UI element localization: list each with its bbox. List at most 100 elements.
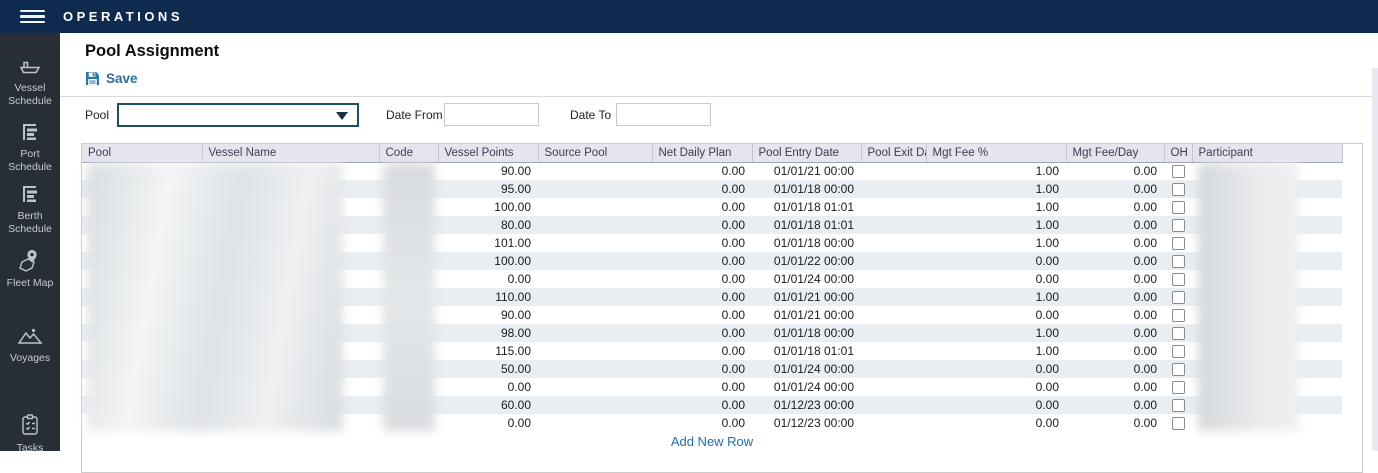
sidebar-item-voyages[interactable]: Voyages <box>0 325 60 365</box>
cell-source-pool[interactable] <box>538 198 652 216</box>
cell-mgt-fee-day[interactable]: 0.00 <box>1133 344 1157 358</box>
cell-mgt-fee-pct[interactable]: 0.00 <box>1035 416 1059 430</box>
cell-pool-entry-date[interactable]: 01/01/21 00:00 <box>773 164 854 179</box>
cell-mgt-fee-pct[interactable]: 1.00 <box>1035 200 1059 214</box>
cell-net-daily-plan[interactable]: 0.00 <box>721 416 745 430</box>
cell-mgt-fee-pct[interactable]: 0.00 <box>1035 308 1059 322</box>
cell-pool-entry-date[interactable]: 01/01/18 01:01 <box>773 200 854 214</box>
cell-vessel-points[interactable]: 0.00 <box>507 380 531 394</box>
cell-pool-exit-date[interactable] <box>861 342 926 360</box>
cell-pool-exit-date[interactable] <box>861 270 926 288</box>
cell-mgt-fee-pct[interactable]: 0.00 <box>1035 254 1059 268</box>
cell-pool-exit-date[interactable] <box>861 324 926 342</box>
cell-oh[interactable] <box>1164 234 1192 252</box>
cell-oh[interactable] <box>1164 414 1192 432</box>
cell-net-daily-plan[interactable]: 0.00 <box>721 362 745 376</box>
table-row[interactable]: 0.00 0.00 01/01/24 00:00 0.00 0.00 <box>82 378 1342 396</box>
cell-pool-entry-date[interactable]: 01/12/23 00:00 <box>773 416 854 430</box>
sidebar-item-tasks[interactable]: Tasks <box>0 413 60 455</box>
cell-mgt-fee-day[interactable]: 0.00 <box>1133 308 1157 322</box>
cell-pool-exit-date[interactable] <box>861 234 926 252</box>
cell-pool-entry-date[interactable]: 01/01/24 00:00 <box>773 272 854 286</box>
cell-vessel-points[interactable]: 0.00 <box>507 416 531 430</box>
cell-vessel-points[interactable]: 60.00 <box>500 398 531 412</box>
cell-mgt-fee-pct[interactable]: 1.00 <box>1035 218 1059 232</box>
cell-mgt-fee-day[interactable]: 0.00 <box>1133 398 1157 412</box>
cell-pool-exit-date[interactable] <box>861 216 926 234</box>
sidebar-item-fleet-map[interactable]: Fleet Map <box>0 248 60 290</box>
cell-mgt-fee-day[interactable]: 0.00 <box>1133 380 1157 394</box>
cell-pool-entry-date[interactable]: 01/01/24 00:00 <box>773 362 854 376</box>
cell-vessel-points[interactable]: 100.00 <box>494 200 531 214</box>
cell-mgt-fee-day[interactable]: 0.00 <box>1133 164 1157 179</box>
cell-net-daily-plan[interactable]: 0.00 <box>721 380 745 394</box>
cell-oh[interactable] <box>1164 162 1192 180</box>
cell-mgt-fee-pct[interactable]: 0.00 <box>1035 380 1059 394</box>
cell-source-pool[interactable] <box>538 288 652 306</box>
cell-mgt-fee-pct[interactable]: 0.00 <box>1035 272 1059 286</box>
cell-oh[interactable] <box>1164 252 1192 270</box>
column-header-vessel-points[interactable]: Vessel Points <box>438 144 539 163</box>
vertical-scrollbar[interactable] <box>1372 68 1378 451</box>
oh-checkbox[interactable] <box>1171 219 1185 233</box>
add-new-row-link[interactable]: Add New Row <box>670 434 754 449</box>
cell-mgt-fee-pct[interactable]: 1.00 <box>1035 344 1059 358</box>
oh-checkbox[interactable] <box>1171 417 1185 431</box>
cell-vessel-points[interactable]: 50.00 <box>500 362 531 376</box>
cell-net-daily-plan[interactable]: 0.00 <box>721 200 745 214</box>
cell-vessel-points[interactable]: 95.00 <box>500 182 531 196</box>
cell-oh[interactable] <box>1164 198 1192 216</box>
column-header-vessel-name[interactable]: Vessel Name <box>202 144 380 163</box>
column-header-pool-exit-date[interactable]: Pool Exit Date <box>861 144 927 163</box>
save-button[interactable]: Save <box>85 71 138 86</box>
cell-source-pool[interactable] <box>538 162 652 180</box>
cell-source-pool[interactable] <box>538 378 652 396</box>
cell-source-pool[interactable] <box>538 252 652 270</box>
column-header-mgt-fee-[interactable]: Mgt Fee % <box>926 144 1067 163</box>
cell-vessel-points[interactable]: 110.00 <box>495 290 531 304</box>
cell-net-daily-plan[interactable]: 0.00 <box>721 254 745 268</box>
column-header-code[interactable]: Code <box>379 144 439 163</box>
cell-mgt-fee-pct[interactable]: 0.00 <box>1035 398 1059 412</box>
cell-oh[interactable] <box>1164 180 1192 198</box>
cell-pool-exit-date[interactable] <box>861 180 926 198</box>
cell-pool-exit-date[interactable] <box>861 360 926 378</box>
oh-checkbox[interactable] <box>1171 345 1185 359</box>
cell-source-pool[interactable] <box>538 234 652 252</box>
sidebar-item-vessel-schedule[interactable]: Vessel Schedule <box>0 55 60 107</box>
cell-mgt-fee-day[interactable]: 0.00 <box>1133 362 1157 376</box>
column-header-net-daily-plan[interactable]: Net Daily Plan <box>652 144 753 163</box>
cell-pool-exit-date[interactable] <box>861 288 926 306</box>
cell-net-daily-plan[interactable]: 0.00 <box>721 398 745 412</box>
cell-source-pool[interactable] <box>538 180 652 198</box>
cell-mgt-fee-pct[interactable]: 1.00 <box>1035 236 1059 250</box>
cell-pool-entry-date[interactable]: 01/12/23 00:00 <box>773 398 854 412</box>
cell-mgt-fee-pct[interactable]: 1.00 <box>1035 326 1059 340</box>
cell-pool-exit-date[interactable] <box>861 396 926 414</box>
cell-mgt-fee-day[interactable]: 0.00 <box>1133 200 1157 214</box>
cell-pool-entry-date[interactable]: 01/01/24 00:00 <box>773 380 854 394</box>
cell-pool-entry-date[interactable]: 01/01/18 00:00 <box>773 236 854 250</box>
oh-checkbox[interactable] <box>1171 291 1185 305</box>
column-header-pool-entry-date[interactable]: Pool Entry Date <box>752 144 862 163</box>
cell-source-pool[interactable] <box>538 306 652 324</box>
cell-net-daily-plan[interactable]: 0.00 <box>721 218 745 232</box>
cell-source-pool[interactable] <box>538 270 652 288</box>
cell-oh[interactable] <box>1164 342 1192 360</box>
table-row[interactable]: 0.00 0.00 01/12/23 00:00 0.00 0.00 <box>82 414 1342 432</box>
column-header-source-pool[interactable]: Source Pool <box>538 144 653 163</box>
cell-pool-exit-date[interactable] <box>861 306 926 324</box>
cell-net-daily-plan[interactable]: 0.00 <box>721 164 745 179</box>
cell-pool-entry-date[interactable]: 01/01/21 00:00 <box>773 308 854 322</box>
sidebar-item-port-schedule[interactable]: Port Schedule <box>0 121 60 173</box>
cell-mgt-fee-day[interactable]: 0.00 <box>1133 416 1157 430</box>
column-header-participant[interactable]: Participant <box>1192 144 1343 163</box>
cell-pool-entry-date[interactable]: 01/01/18 00:00 <box>773 326 854 340</box>
cell-net-daily-plan[interactable]: 0.00 <box>721 272 745 286</box>
cell-vessel-points[interactable]: 80.00 <box>500 218 531 232</box>
table-row[interactable]: 100.00 0.00 01/01/18 01:01 1.00 0.00 <box>82 198 1342 216</box>
cell-net-daily-plan[interactable]: 0.00 <box>721 290 745 304</box>
cell-source-pool[interactable] <box>538 414 652 432</box>
sidebar-item-berth-schedule[interactable]: Berth Schedule <box>0 183 60 235</box>
table-row[interactable]: 115.00 0.00 01/01/18 01:01 1.00 0.00 <box>82 342 1342 360</box>
